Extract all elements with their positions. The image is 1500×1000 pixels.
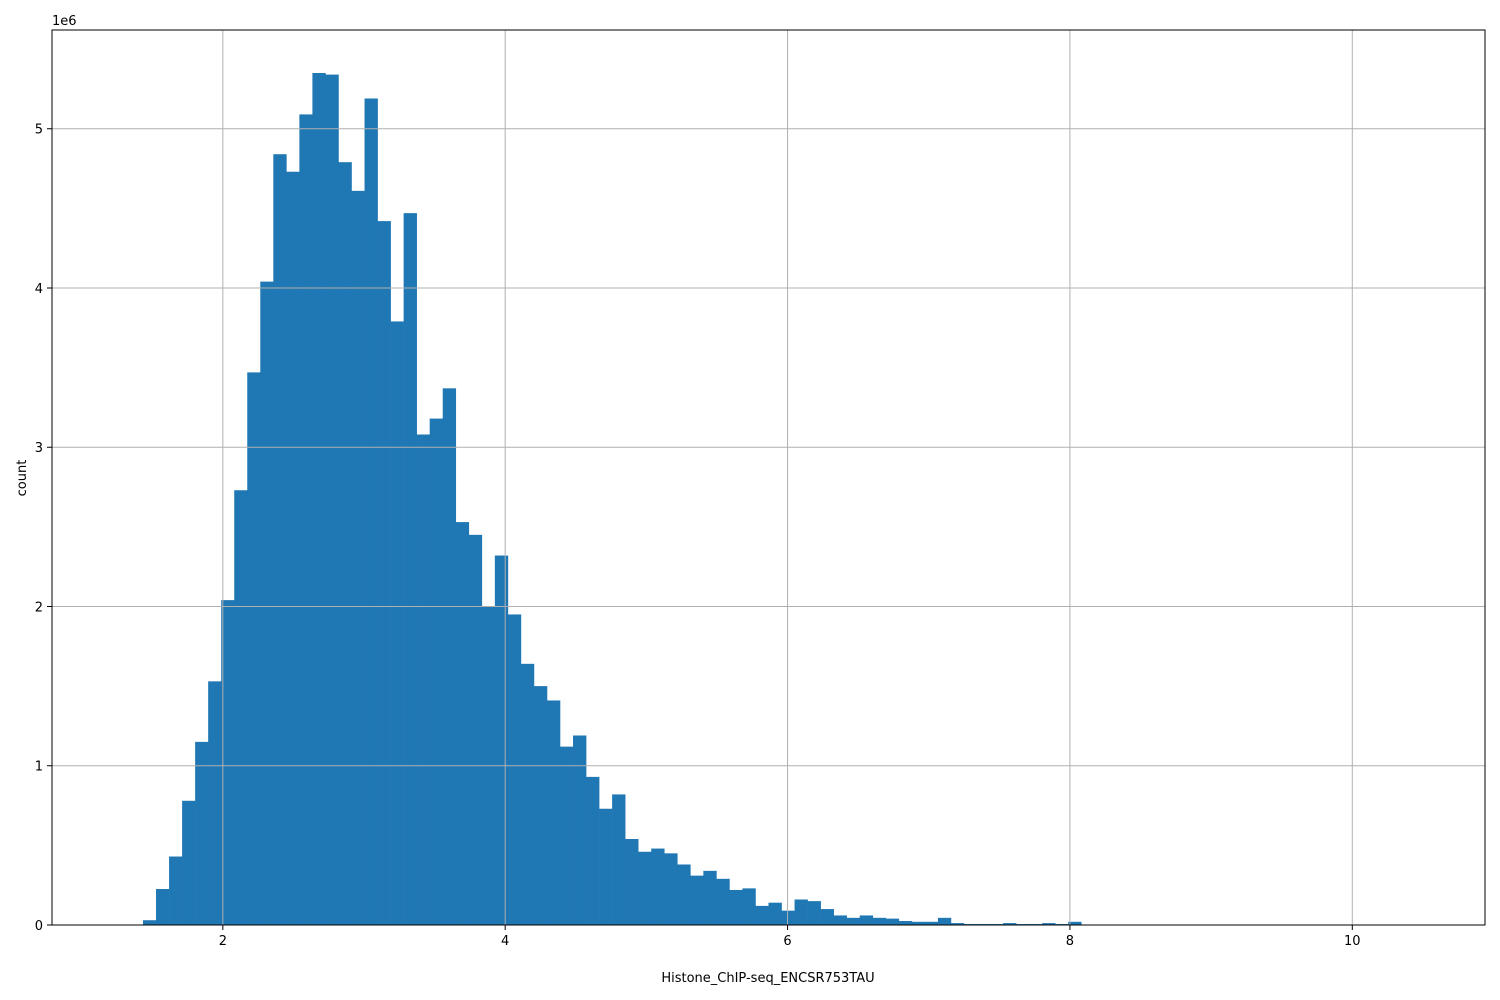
histogram-bar bbox=[312, 72, 326, 925]
x-tick-label: 10 bbox=[1344, 934, 1361, 949]
histogram-bar bbox=[403, 213, 417, 925]
histogram-bar bbox=[286, 171, 300, 926]
histogram-bar bbox=[429, 418, 444, 925]
y-tick-label: 1 bbox=[35, 760, 43, 775]
histogram-bar bbox=[911, 921, 926, 925]
histogram-bar bbox=[768, 902, 782, 925]
y-tick-label: 5 bbox=[35, 123, 43, 138]
histogram-bar bbox=[898, 921, 913, 925]
histogram-bar bbox=[507, 614, 522, 925]
histogram-bar bbox=[703, 870, 717, 925]
y-tick-label: 4 bbox=[35, 282, 43, 297]
histogram-bar bbox=[1042, 923, 1056, 925]
histogram-bar bbox=[494, 555, 509, 925]
histogram-bar bbox=[234, 490, 248, 925]
y-tick-label: 3 bbox=[35, 441, 43, 456]
histogram-bar bbox=[833, 915, 847, 925]
y-axis-label: count bbox=[15, 460, 30, 497]
histogram-bar bbox=[677, 864, 691, 925]
histogram-bar bbox=[781, 910, 795, 925]
x-tick-label: 8 bbox=[1066, 934, 1074, 949]
histogram-bar bbox=[273, 154, 287, 925]
histogram-bar bbox=[169, 856, 183, 925]
histogram-bar bbox=[885, 918, 900, 925]
y-tick-label: 2 bbox=[35, 600, 43, 615]
histogram-bar bbox=[182, 800, 196, 925]
histogram-bar bbox=[208, 681, 222, 925]
histogram-bar bbox=[924, 921, 939, 925]
x-axis-label: Histone_ChIP-seq_ENCSR753TAU bbox=[661, 971, 874, 986]
histogram-bar bbox=[573, 735, 587, 925]
histogram-bar bbox=[729, 889, 743, 925]
histogram-bar bbox=[351, 190, 365, 925]
histogram-bar bbox=[742, 888, 756, 925]
histogram-bar bbox=[520, 663, 535, 925]
histogram-bar bbox=[625, 839, 639, 925]
histogram-bar bbox=[156, 889, 170, 925]
histogram-bar bbox=[364, 98, 378, 926]
histogram-bar bbox=[325, 74, 339, 925]
histogram-bar bbox=[716, 878, 730, 925]
y-tick-label: 0 bbox=[35, 919, 43, 934]
histogram-bar bbox=[143, 920, 157, 925]
histogram-bar bbox=[612, 794, 626, 925]
bars-group bbox=[143, 72, 1082, 926]
histogram-bar bbox=[846, 917, 861, 925]
histogram-bar bbox=[651, 848, 665, 925]
histogram-bar bbox=[690, 875, 704, 925]
histogram-bar bbox=[377, 221, 391, 925]
histogram-bar bbox=[586, 776, 600, 925]
histogram-bar bbox=[807, 901, 821, 925]
histogram-bar bbox=[872, 917, 887, 925]
histogram-bar bbox=[794, 899, 808, 925]
histogram-bar bbox=[638, 851, 652, 925]
histogram-bar bbox=[937, 917, 952, 925]
histogram-bar bbox=[755, 905, 769, 925]
histogram-bar bbox=[950, 923, 965, 925]
histogram-bar bbox=[546, 700, 561, 925]
histogram-bar bbox=[299, 114, 313, 925]
x-tick-label: 4 bbox=[501, 934, 509, 949]
histogram-bar bbox=[533, 686, 548, 925]
x-tick-label: 6 bbox=[783, 934, 791, 949]
histogram-bar bbox=[859, 915, 874, 925]
y-offset-label: 1e6 bbox=[52, 14, 77, 29]
histogram-bar bbox=[442, 388, 457, 926]
histogram-bar bbox=[560, 746, 574, 925]
x-tick-label: 2 bbox=[219, 934, 227, 949]
histogram-bar bbox=[221, 600, 235, 925]
plot-frame bbox=[51, 29, 1486, 926]
histogram-bar bbox=[1003, 923, 1017, 925]
histogram-bar bbox=[195, 741, 209, 925]
histogram-bar bbox=[455, 522, 470, 925]
histogram-bar bbox=[820, 909, 834, 925]
histogram-bar bbox=[599, 808, 613, 925]
histogram-bar bbox=[664, 853, 678, 925]
x-axis: 2 4 6 8 10 bbox=[219, 925, 1361, 949]
histogram-bar bbox=[390, 321, 404, 925]
histogram-bar bbox=[416, 434, 430, 925]
histogram-bar bbox=[338, 162, 352, 926]
histogram-bar bbox=[468, 534, 483, 925]
histogram-bar bbox=[1068, 921, 1082, 925]
y-axis: 0 1 2 3 4 5 bbox=[35, 123, 52, 934]
histogram-bar bbox=[247, 372, 261, 925]
histogram-bar bbox=[260, 281, 274, 925]
